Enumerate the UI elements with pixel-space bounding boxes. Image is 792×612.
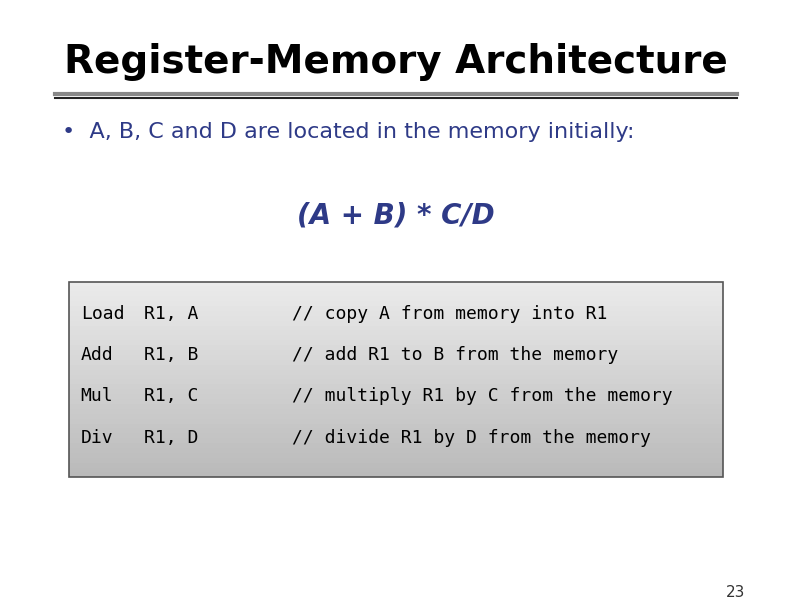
Bar [70, 360, 722, 365]
Text: (A + B) * C/D: (A + B) * C/D [297, 202, 495, 230]
Bar [70, 340, 722, 345]
Text: Mul: Mul [81, 387, 113, 405]
Bar [70, 355, 722, 360]
Bar [70, 463, 722, 468]
Text: // multiply R1 by C from the memory: // multiply R1 by C from the memory [292, 387, 672, 405]
Text: // copy A from memory into R1: // copy A from memory into R1 [292, 305, 607, 323]
Bar [70, 399, 722, 404]
Bar [70, 296, 722, 301]
Bar [70, 394, 722, 399]
Bar [70, 472, 722, 477]
Bar [70, 428, 722, 433]
Bar [70, 468, 722, 472]
Text: 23: 23 [725, 584, 744, 600]
Bar [70, 282, 722, 286]
Text: Load: Load [81, 305, 124, 323]
Text: R1, B: R1, B [143, 346, 198, 364]
Bar [70, 424, 722, 428]
Bar [70, 379, 722, 384]
Bar [70, 326, 722, 330]
Text: Div: Div [81, 429, 113, 447]
Bar [70, 301, 722, 306]
Text: // add R1 to B from the memory: // add R1 to B from the memory [292, 346, 619, 364]
Bar [70, 311, 722, 316]
Bar [70, 448, 722, 453]
Bar [70, 291, 722, 296]
Text: R1, D: R1, D [143, 429, 198, 447]
Bar [70, 433, 722, 438]
Text: Add: Add [81, 346, 113, 364]
Text: Register-Memory Architecture: Register-Memory Architecture [64, 43, 728, 81]
Bar [70, 350, 722, 355]
Bar [70, 306, 722, 311]
Bar [70, 345, 722, 350]
Text: •  A, B, C and D are located in the memory initially:: • A, B, C and D are located in the memor… [62, 122, 634, 143]
Bar [70, 370, 722, 375]
Bar [70, 458, 722, 463]
Bar [70, 404, 722, 409]
Text: R1, C: R1, C [143, 387, 198, 405]
Bar [70, 321, 722, 326]
Bar [70, 335, 722, 340]
Bar [70, 365, 722, 370]
Bar [70, 316, 722, 321]
Text: // divide R1 by D from the memory: // divide R1 by D from the memory [292, 429, 651, 447]
Bar [70, 414, 722, 419]
Bar [70, 443, 722, 448]
Bar [70, 330, 722, 335]
Bar [70, 409, 722, 414]
Bar [70, 375, 722, 379]
Text: R1, A: R1, A [143, 305, 198, 323]
Bar [70, 286, 722, 291]
Bar [70, 453, 722, 458]
Bar [70, 419, 722, 424]
Bar [70, 384, 722, 389]
Bar [70, 438, 722, 443]
Bar [70, 389, 722, 394]
